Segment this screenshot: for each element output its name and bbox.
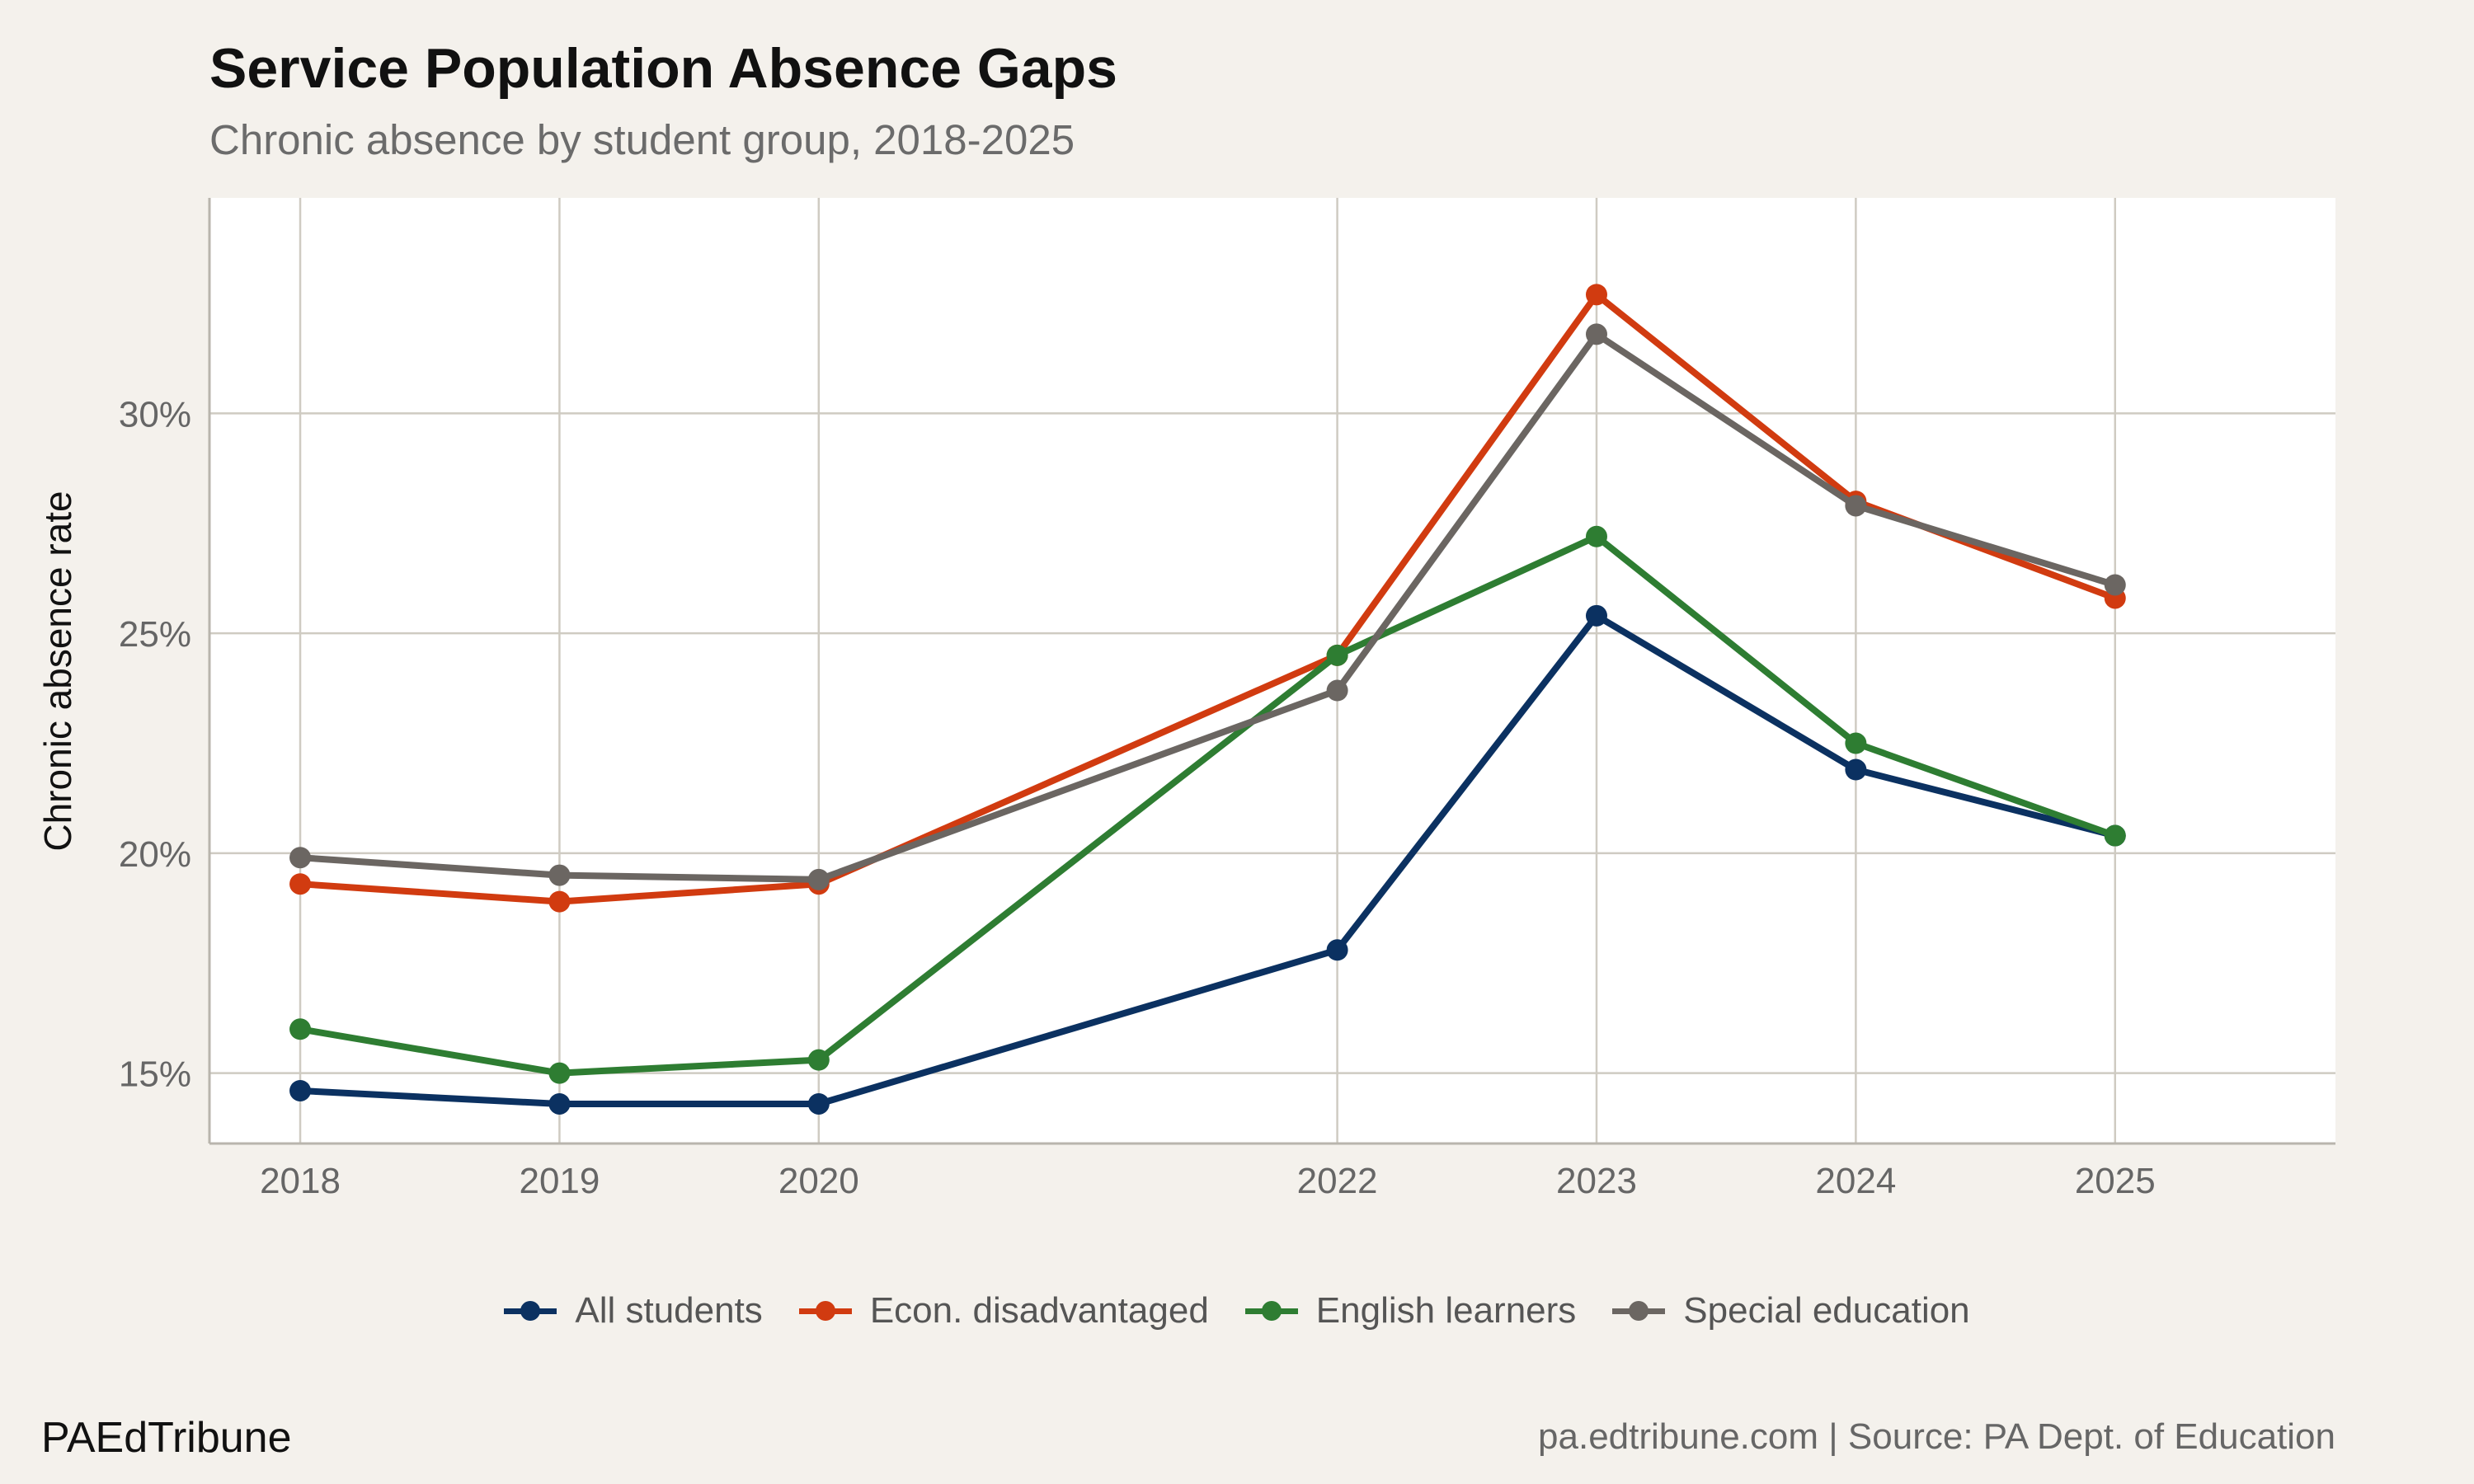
y-axis-title: Chronic absence rate bbox=[36, 491, 79, 851]
plot-panel bbox=[209, 198, 2335, 1144]
chart-legend: All students Econ. disadvantaged English l… bbox=[0, 1290, 2474, 1331]
brand-logo-text: PAEdTribune bbox=[41, 1414, 292, 1462]
data-point-english-learners bbox=[2104, 824, 2126, 847]
chart-title: Service Population Absence Gaps bbox=[209, 37, 1117, 100]
y-tick-label: 30% bbox=[119, 394, 191, 434]
data-point-all-students bbox=[1585, 604, 1607, 627]
data-point-english-learners bbox=[1585, 525, 1607, 547]
y-tick-label: 25% bbox=[119, 614, 191, 655]
grid-lines bbox=[209, 198, 2335, 1144]
x-tick-label: 2019 bbox=[519, 1161, 600, 1201]
x-tick-label: 2025 bbox=[2075, 1161, 2156, 1201]
data-point-english-learners bbox=[807, 1049, 830, 1071]
legend-item-econ-disadvantaged: Econ. disadvantaged bbox=[798, 1290, 1209, 1331]
legend-item-english-learners: English learners bbox=[1244, 1290, 1577, 1331]
series-group bbox=[289, 284, 2126, 1115]
data-point-special-education bbox=[289, 847, 312, 869]
data-point-english-learners bbox=[1326, 644, 1348, 666]
legend-label-special-education: Special education bbox=[1683, 1290, 1970, 1331]
data-point-special-education bbox=[807, 868, 830, 890]
data-point-all-students bbox=[289, 1079, 312, 1101]
data-point-all-students bbox=[807, 1092, 830, 1115]
legend-key-english-learners bbox=[1244, 1298, 1298, 1323]
data-point-econ-disadvantaged bbox=[1585, 284, 1607, 306]
data-point-all-students bbox=[1845, 758, 1867, 781]
chart-subtitle: Chronic absence by student group, 2018-2… bbox=[209, 116, 1075, 163]
legend-label-english-learners: English learners bbox=[1315, 1290, 1577, 1331]
data-point-english-learners bbox=[548, 1062, 571, 1084]
x-tick-label: 2023 bbox=[1556, 1161, 1637, 1201]
x-tick-label: 2022 bbox=[1297, 1161, 1378, 1201]
data-point-special-education bbox=[548, 864, 571, 886]
legend-item-all-students: All students bbox=[504, 1290, 763, 1331]
source-caption: pa.edtribune.com | Source: PA Dept. of E… bbox=[1538, 1416, 2335, 1457]
data-point-special-education bbox=[1845, 495, 1867, 517]
x-tick-label: 2024 bbox=[1815, 1161, 1896, 1201]
legend-key-econ-disadvantaged bbox=[798, 1298, 852, 1323]
legend-label-all-students: All students bbox=[575, 1290, 763, 1331]
data-point-all-students bbox=[548, 1092, 571, 1115]
data-point-english-learners bbox=[289, 1018, 312, 1040]
legend-item-special-education: Special education bbox=[1612, 1290, 1970, 1331]
x-tick-label: 2020 bbox=[778, 1161, 859, 1201]
legend-label-econ-disadvantaged: Econ. disadvantaged bbox=[869, 1290, 1209, 1331]
data-point-special-education bbox=[1585, 323, 1607, 345]
legend-key-special-education bbox=[1612, 1298, 1666, 1323]
y-tick-label: 15% bbox=[119, 1054, 191, 1095]
data-point-econ-disadvantaged bbox=[548, 890, 571, 913]
data-point-special-education bbox=[2104, 574, 2126, 596]
tick-labels: 15% 20% 25% 30% 2018 2019 2020 2022 2023 2024 2025 bbox=[119, 394, 2156, 1201]
data-point-all-students bbox=[1326, 939, 1348, 961]
y-tick-label: 20% bbox=[119, 834, 191, 875]
data-point-econ-disadvantaged bbox=[289, 873, 312, 895]
x-tick-label: 2018 bbox=[260, 1161, 341, 1201]
series-special-education bbox=[289, 323, 2126, 890]
legend-key-all-students bbox=[504, 1298, 557, 1323]
data-point-english-learners bbox=[1845, 732, 1867, 754]
series-english-learners bbox=[289, 525, 2126, 1084]
data-point-special-education bbox=[1326, 679, 1348, 702]
